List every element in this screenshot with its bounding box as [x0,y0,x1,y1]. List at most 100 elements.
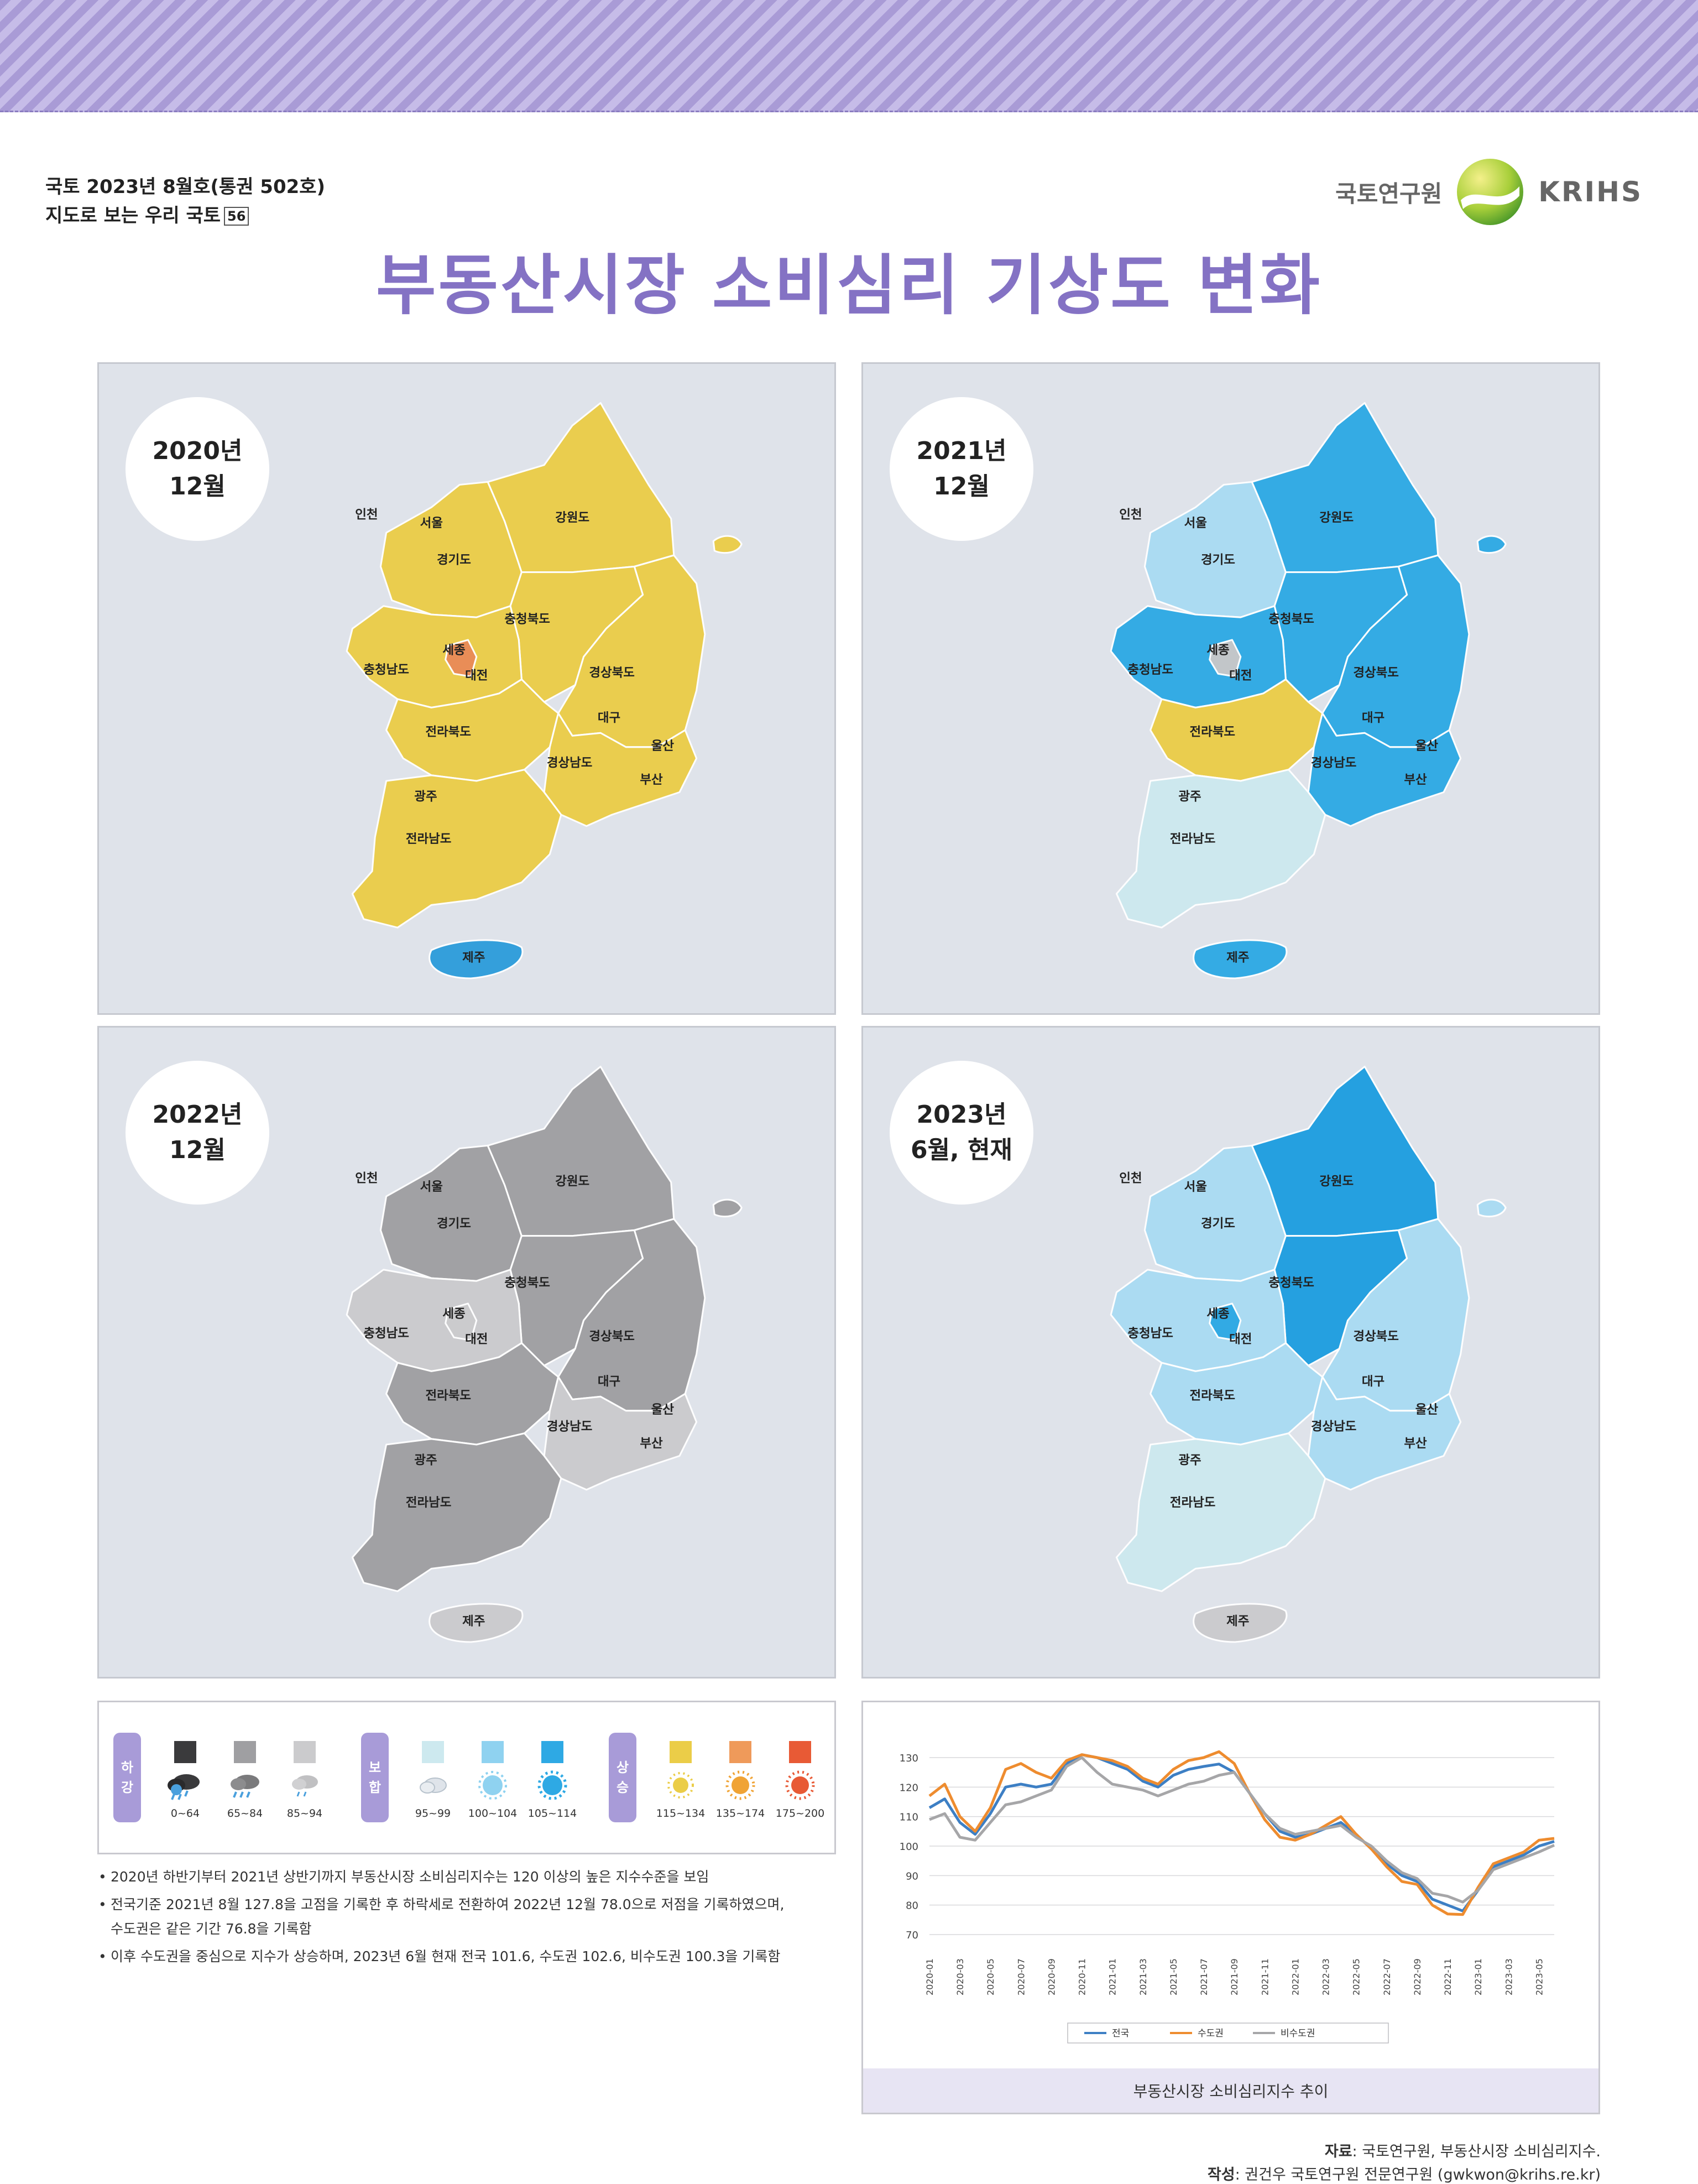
region-label-gwangju: 광주 [1178,790,1201,804]
legend-item: 115~134 [653,1741,708,1820]
region-chungnam [1110,605,1287,708]
legend-swatch [482,1741,504,1763]
region-label-ulsan: 울산 [1415,1403,1439,1417]
region-label-jeonnam: 전라남도 [1170,1495,1216,1510]
legend-swatch [729,1741,751,1763]
sun-icon [667,1772,694,1799]
region-label-jeonbuk: 전라북도 [1190,724,1236,739]
series-line [929,1756,1555,1904]
region-label-jeonbuk: 전라북도 [426,1388,472,1403]
x-tick-label: 2023-03 [1503,1958,1514,1995]
author-credit: 작성: 권건우 국토연구원 전문연구원 (gwkwon@krihs.re.kr) [1208,2162,1601,2184]
map-panel: 인천 서울 경기도 강원도 충청북도 세종 충청남도 대전 경상북도 대구 전라북도 울산 경상남도 부산… [97,362,836,1015]
region-label-chungbuk: 충청북도 [1268,612,1314,626]
region-sejong [445,639,478,677]
x-tick-label: 2020-05 [985,1958,996,1995]
legend-swatch [294,1741,316,1763]
map-year: 2020년 [152,437,243,465]
map-period-badge: 2021년 12월 [890,397,1033,541]
y-tick-label: 130 [900,1753,918,1764]
region-label-chungbuk: 충청북도 [504,612,550,626]
region-jeonnam [351,1432,562,1592]
region-ulleung [1476,1198,1507,1218]
region-ulleung [712,535,743,554]
region-label-gwangju: 광주 [414,790,437,804]
region-gangwon [1251,402,1439,574]
region-gangwon [1251,1066,1439,1237]
x-tick-label: 2021-01 [1107,1958,1118,1995]
region-label-jeju: 제주 [462,1614,485,1628]
issue-line-2: 지도로 보는 우리 국토 [45,205,221,227]
region-gyeongnam [1307,712,1462,827]
region-jeju [1193,1603,1288,1643]
legend-swatch [670,1741,692,1763]
region-label-incheon: 인천 [1119,508,1142,522]
legend-item: 65~84 [217,1741,273,1820]
region-label-daegu: 대구 [1362,1374,1384,1389]
x-tick-label: 2020-03 [955,1958,965,1995]
region-jeonnam [1115,769,1326,929]
x-tick-label: 2021-09 [1229,1958,1240,1995]
region-label-sejong: 세종 [442,643,465,658]
map-month: 12월 [933,472,990,501]
series-line [928,1750,1555,1916]
region-label-chungnam: 충청남도 [1127,1326,1173,1341]
x-tick-label: 2022-01 [1290,1958,1300,1995]
region-label-gyeonggi: 경기도 [1201,552,1235,567]
org-name-ko: 국토연구원 [1335,180,1443,207]
map-month: 12월 [169,472,226,501]
region-label-seoul: 서울 [1184,516,1207,530]
region-label-sejong: 세종 [442,1307,465,1321]
region-label-sejong: 세종 [1206,1307,1229,1321]
legend-swatch [174,1741,196,1763]
region-gyeongnam [1307,1376,1462,1491]
krihs-emblem-icon [1457,159,1524,225]
region-jeju [1193,939,1288,979]
legend-range: 115~134 [656,1807,706,1820]
region-label-chungbuk: 충청북도 [1268,1275,1314,1290]
y-tick-label: 80 [906,1900,918,1912]
region-label-daegu: 대구 [598,1374,620,1389]
x-tick-label: 2021-07 [1199,1958,1209,1995]
issue-number: 56 [224,207,249,226]
source-label: 자료 [1324,2143,1352,2160]
author-label: 작성 [1207,2166,1235,2183]
legend-range: 85~94 [286,1807,323,1820]
region-ulleung [1476,535,1507,554]
note-continuation: 수도권은 같은 기간 76.8을 기록함 [111,1921,312,1937]
very-hot-sun-icon [785,1770,815,1800]
region-label-gyeongnam: 경상남도 [547,1420,593,1434]
region-label-busan: 부산 [1404,773,1427,787]
legend-range: 65~84 [227,1807,263,1820]
region-sejong [1209,639,1242,677]
map-panel: 인천 서울 경기도 강원도 충청북도 세종 충청남도 대전 경상북도 대구 전라북도 울산 경상남도 부산… [97,1026,836,1679]
x-tick-label: 2022-09 [1412,1958,1423,1995]
region-label-gyeonggi: 경기도 [437,552,471,567]
legend-item: 100~104 [465,1741,520,1820]
x-tick-label: 2021-11 [1260,1958,1270,1995]
map-period-badge: 2023년 6월, 현재 [890,1061,1033,1205]
region-label-gyeongbuk: 경상북도 [1353,1329,1399,1343]
region-label-gyeongbuk: 경상북도 [589,665,635,680]
note-item: 전국기준 2021년 8월 127.8을 고점을 기록한 후 하락세로 전환하여… [97,1893,849,1917]
region-gyeongnam [543,712,698,827]
region-label-gangwon: 강원도 [555,510,589,525]
region-label-busan: 부산 [640,1436,663,1451]
region-label-daegu: 대구 [1362,711,1384,725]
legend-item: 175~200 [772,1741,828,1820]
map-panel: 인천 서울 경기도 강원도 충청북도 세종 충청남도 대전 경상북도 대구 전라북도 울산 경상남도 부산… [861,362,1600,1015]
region-jeonnam [351,769,562,929]
y-tick-label: 110 [900,1812,918,1823]
x-tick-label: 2023-05 [1534,1958,1544,1995]
legend-label: 비수도권 [1281,2028,1315,2039]
region-jeju [429,939,524,979]
legend-item: 105~114 [525,1741,580,1820]
region-jeju [429,1603,524,1643]
region-label-gyeonggi: 경기도 [437,1216,471,1231]
org-name-en: KRIHS [1538,176,1643,208]
region-label-jeju: 제주 [1226,1614,1249,1628]
